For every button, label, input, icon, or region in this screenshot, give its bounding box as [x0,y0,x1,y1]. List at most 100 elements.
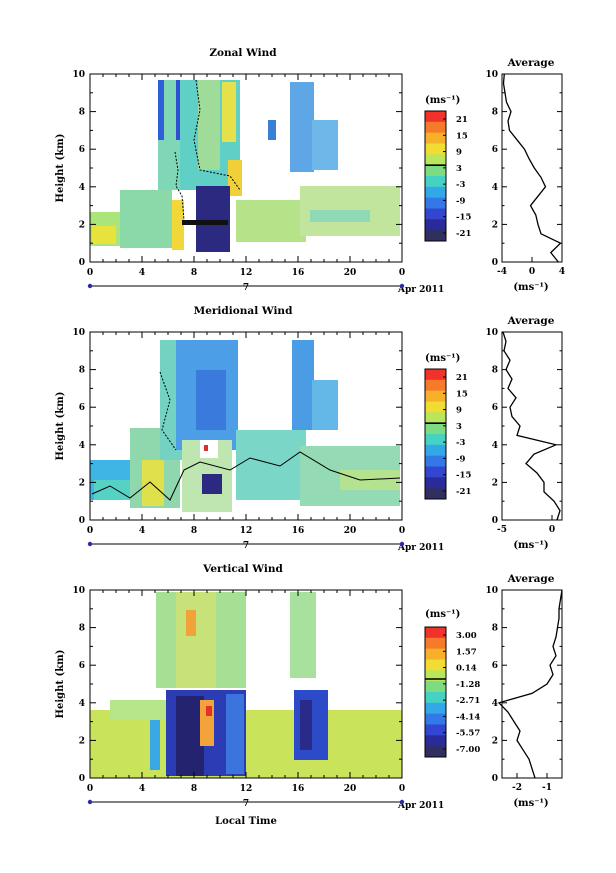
zonal-contour [174,151,185,221]
zonal-avg-xtick-label: -4 [497,267,507,277]
vertical-xtick-label: 0 [87,784,93,794]
vertical-colorbar-label: -5.57 [456,729,480,739]
zonal-ytick-label: 0 [79,258,85,268]
meridional-colorbar-label: 9 [456,406,462,416]
meridional-cell [200,440,218,458]
meridional-date-bar-end [87,541,93,547]
zonal-cell [172,200,184,250]
meridional-colorbar-band [425,412,446,424]
meridional-colorbar-label: 21 [456,373,468,383]
meridional-heatmap [89,331,403,521]
zonal-ytick-label: 2 [79,220,85,230]
zonal-cell [222,82,236,142]
meridional-avg-ytick-label: 6 [492,403,498,413]
meridional-colorbar-label: 3 [456,422,462,432]
vertical-xtick-label: 0 [399,784,405,794]
zonal-ytick-label: 8 [79,108,85,118]
vertical-ytick-label: 10 [72,586,85,596]
meridional-ytick-label: 0 [79,516,85,526]
vertical-colorbar-frame [424,626,447,758]
meridional-contour [91,451,401,501]
zonal-colorbar-label: 15 [456,131,468,141]
zonal-colorbar-band [425,219,446,231]
vertical-cell [186,610,196,636]
vertical-average-profile-line [497,589,563,779]
vertical-colorbar-band [425,648,446,660]
vertical-date-bar-end [87,799,93,805]
meridional-colorbar-band [425,379,446,392]
zonal-xtick-label: 0 [399,268,405,278]
vertical-colorbar-band [425,713,446,725]
zonal-cell [182,220,228,225]
vertical-colorbar-band [425,735,446,747]
zonal-colorbar: (ms⁻¹) [425,95,460,106]
vertical-xtick-label: 16 [292,784,305,794]
meridional-xtick-label: 20 [344,526,357,536]
meridional-ytick-label: 4 [79,441,85,451]
zonal-avg-ytick-label: 8 [492,108,498,118]
zonal-average-profile-line [502,73,562,263]
vertical-xtick-label: 8 [191,784,197,794]
zonal-cell [268,120,276,140]
zonal-avg-ytick-label: 4 [492,183,498,193]
vertical-colorbar-band [425,659,446,671]
vertical-avg-ytick-label: 2 [492,736,498,746]
zonal-ytick-label: 4 [79,183,85,193]
zonal-avg-xtick-label: 4 [559,267,565,277]
zonal-colorbar-label: -3 [456,180,466,190]
zonal-title: Zonal Wind [209,47,277,59]
meridional-colorbar-unit: (ms⁻¹) [425,353,460,364]
meridional-xtick-label: 8 [191,526,197,536]
vertical-average-xlabel: (ms⁻¹) [513,798,548,809]
meridional-colorbar-band [425,488,446,500]
meridional-colorbar-label: -3 [456,438,466,448]
vertical-avg-xtick-label: -1 [542,783,552,793]
meridional-ylabel: Height (km) [55,392,66,461]
zonal-xtick-label: 12 [240,268,253,278]
zonal-cell [290,82,314,172]
vertical-cell [176,696,204,776]
vertical-ylabel: Height (km) [55,650,66,719]
meridional-colorbar-band [425,423,446,435]
meridional-ytick-label: 6 [79,403,85,413]
meridional-cell [236,430,306,500]
meridional-avg-xtick-label: -5 [497,525,507,535]
zonal-date-right: Apr 2011 [397,285,444,295]
vertical-date-right: Apr 2011 [397,801,444,811]
vertical-date-label: 7 [243,799,249,809]
meridional-xtick-label: 4 [139,526,145,536]
vertical-colorbar-band [425,724,446,736]
vertical-cell [226,694,244,774]
zonal-cell [196,186,230,252]
zonal-ytick-label: 6 [79,145,85,155]
zonal-colorbar-label: 9 [456,148,462,158]
zonal-cell [228,160,242,196]
zonal-xtick-label: 20 [344,268,357,278]
vertical-title: Vertical Wind [202,563,283,575]
zonal-colorbar-band [425,121,446,134]
zonal-ylabel: Height (km) [55,134,66,203]
vertical-avg-ytick-label: 4 [492,699,498,709]
zonal-xtick-label: 0 [87,268,93,278]
vertical-colorbar-band [425,702,446,715]
meridional-colorbar-label: -9 [456,454,466,464]
vertical-cell [110,700,170,720]
vertical-avg-ytick-label: 6 [492,661,498,671]
meridional-date-bar-end [399,541,405,547]
zonal-avg-ytick-label: 2 [492,220,498,230]
zonal-colorbar-frame [424,110,447,242]
meridional-xtick-label: 0 [87,526,93,536]
zonal-cell [198,80,220,170]
zonal-colorbar-band [425,132,446,144]
vertical-avg-xtick-label: -2 [512,783,522,793]
vertical-colorbar-band [425,637,446,650]
zonal-colorbar-label: 21 [456,115,468,125]
vertical-colorbar-label: -1.28 [456,680,480,690]
meridional-avg-xtick-label: 0 [549,525,555,535]
zonal-avg-ytick-label: 6 [492,145,498,155]
meridional-colorbar-frame [424,368,447,500]
vertical-avg-ytick-label: 10 [485,586,498,596]
vertical-ytick-label: 0 [79,774,85,784]
meridional-cell [312,380,338,430]
zonal-cell [158,80,164,140]
